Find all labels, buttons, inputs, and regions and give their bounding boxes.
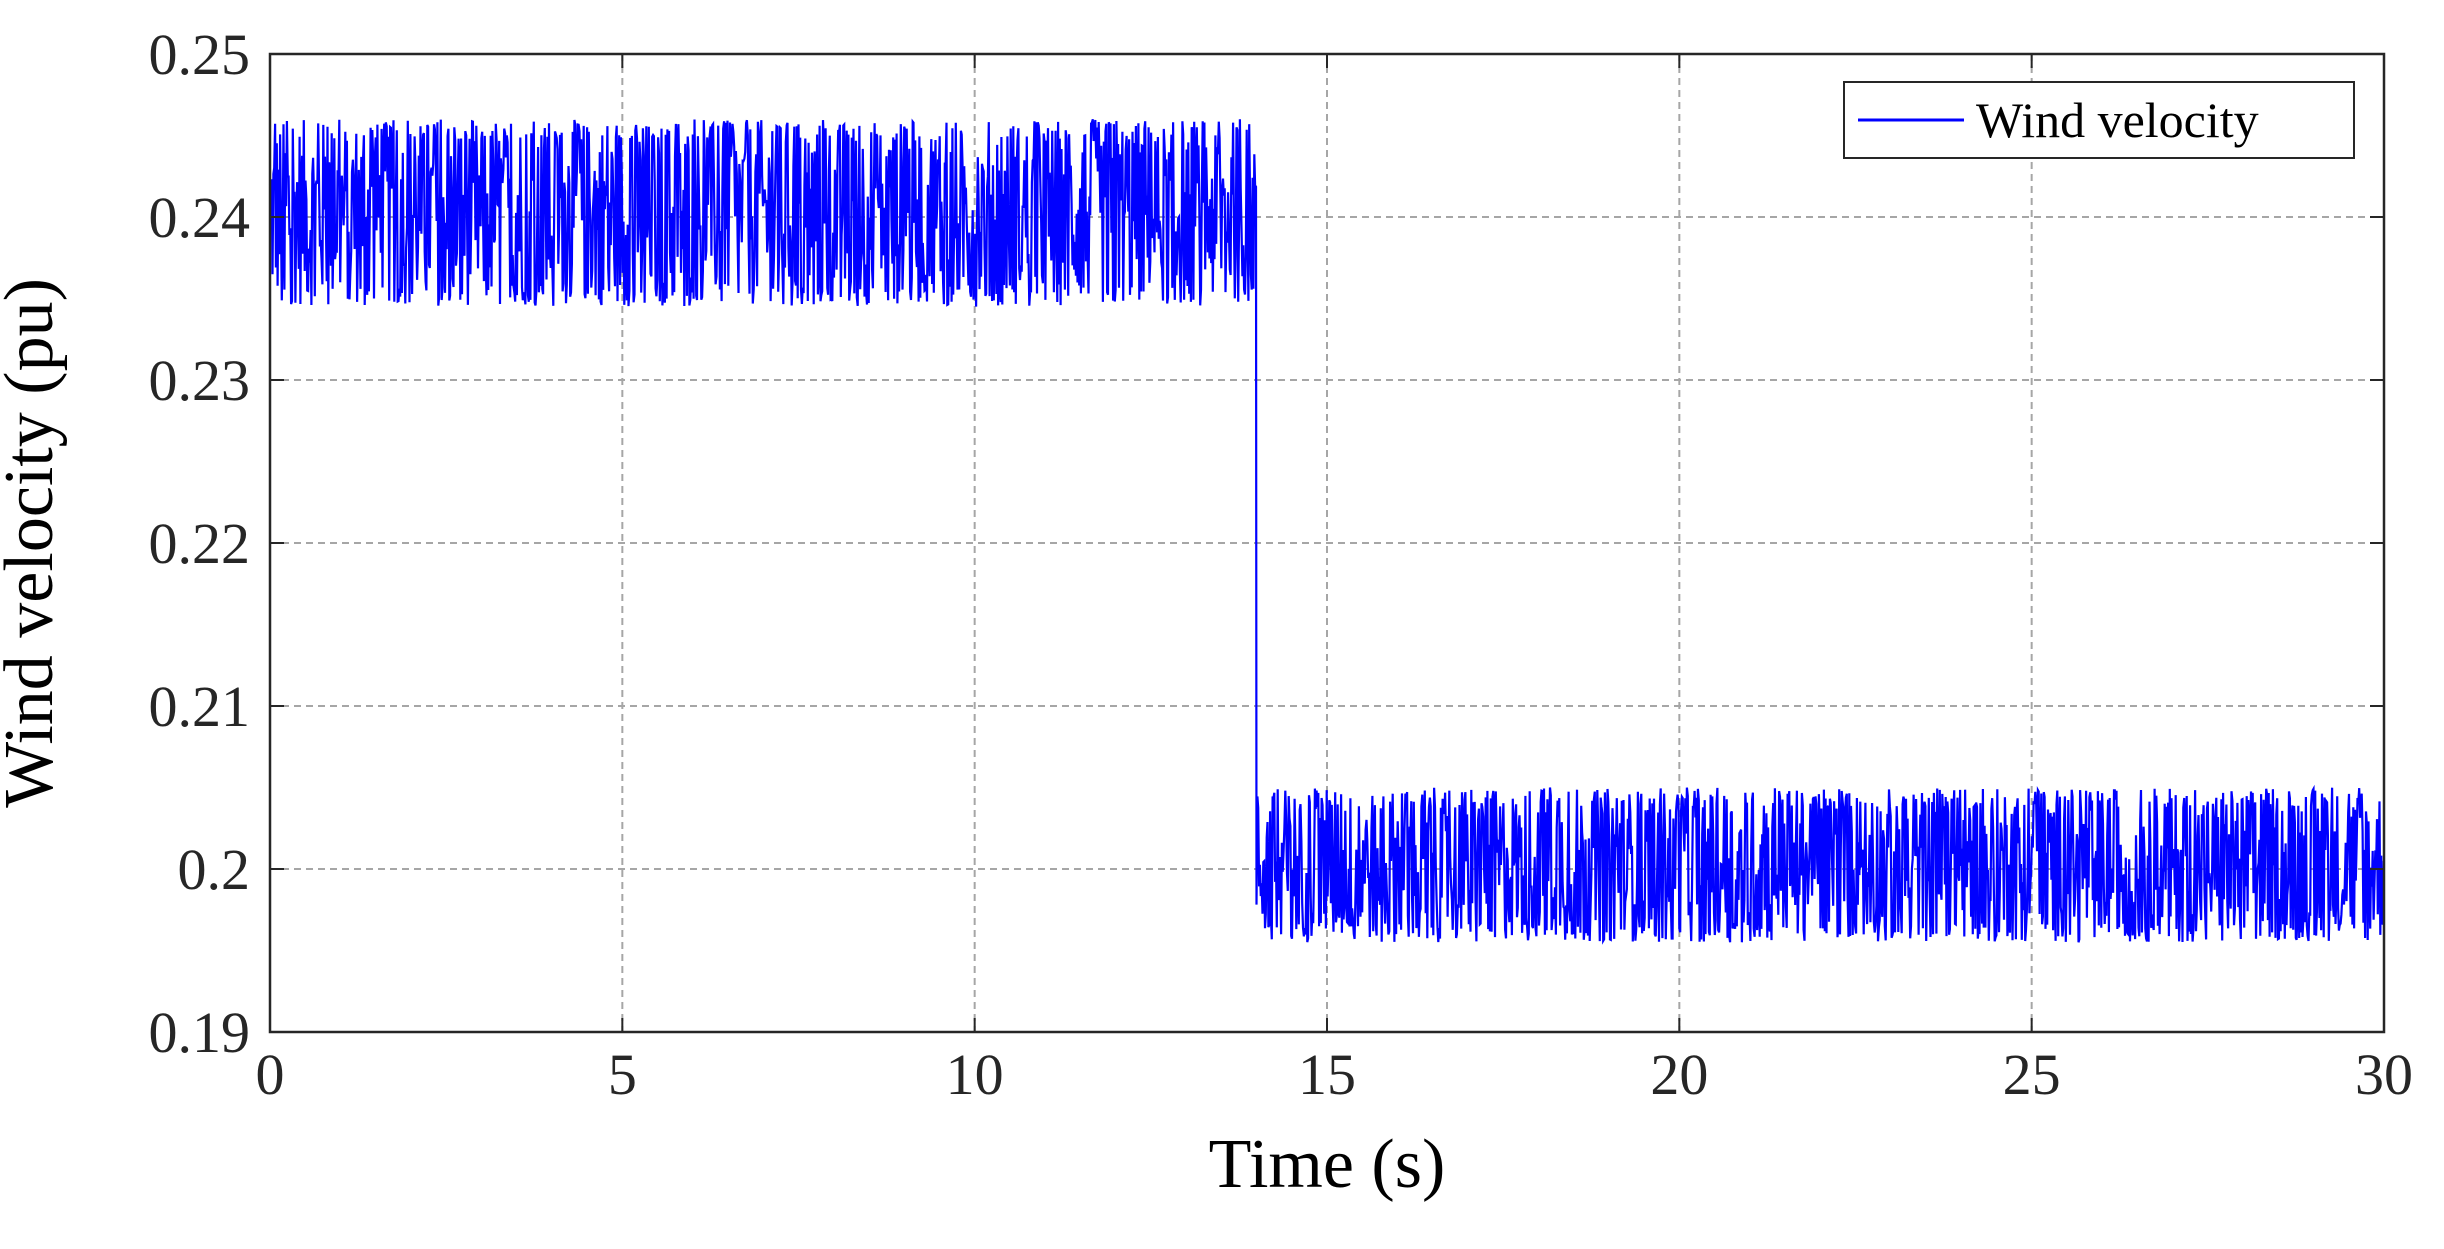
x-tick-label: 30: [2355, 1042, 2413, 1107]
x-tick-label: 0: [256, 1042, 285, 1107]
y-tick-label: 0.19: [149, 1000, 251, 1065]
y-axis: 0.19 0.2 0.21 0.22 0.23 0.24 0.25: [149, 22, 2384, 1065]
y-tick-label: 0.21: [149, 674, 251, 739]
series-line-wind-velocity: [268, 118, 2385, 945]
y-tick-label: 0.2: [178, 837, 251, 902]
x-axis-title: Time (s): [1209, 1126, 1446, 1203]
x-tick-label: 5: [608, 1042, 637, 1107]
y-tick-label: 0.23: [149, 348, 251, 413]
x-tick-label: 25: [2003, 1042, 2061, 1107]
y-axis-title: Wind velocity (pu): [0, 278, 68, 808]
x-axis: 0 5 10 15 20 25 30: [256, 54, 2413, 1107]
y-tick-label: 0.22: [149, 511, 251, 576]
y-tick-label: 0.24: [149, 185, 251, 250]
y-tick-label: 0.25: [149, 22, 251, 87]
legend-label-wind-velocity: Wind velocity: [1976, 92, 2259, 148]
x-tick-label: 10: [946, 1042, 1004, 1107]
x-tick-label: 15: [1298, 1042, 1356, 1107]
legend: Wind velocity: [1843, 81, 2355, 159]
x-tick-label: 20: [1650, 1042, 1708, 1107]
